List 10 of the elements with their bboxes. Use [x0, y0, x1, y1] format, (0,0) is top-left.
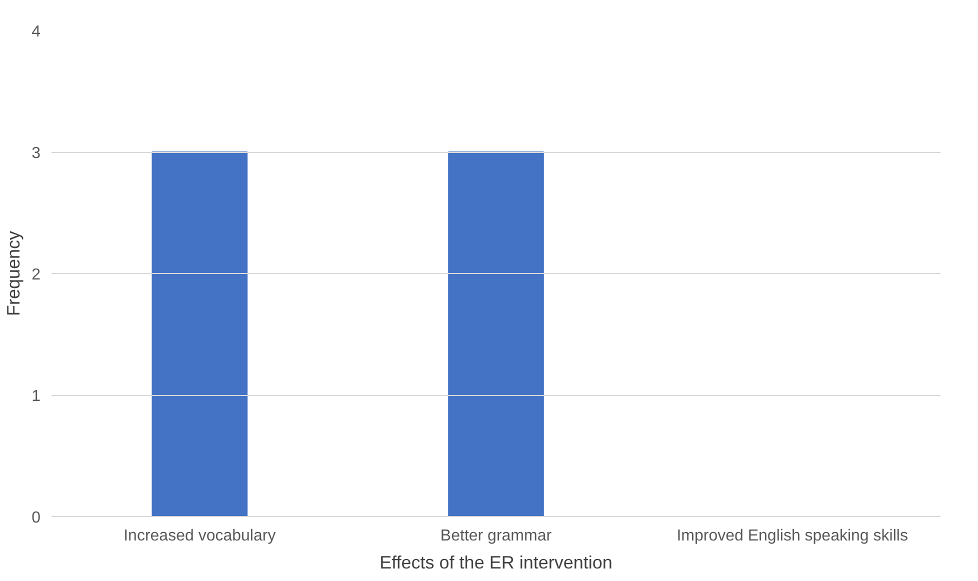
y-tick-label: 0 — [32, 510, 41, 526]
y-tick-label: 4 — [32, 24, 41, 40]
y-axis-title: Frequency — [4, 230, 24, 316]
x-tick-label: Better grammar — [440, 528, 552, 544]
x-axis-title: Effects of the ER intervention — [380, 552, 612, 572]
x-tick-label: Improved English speaking skills — [676, 528, 908, 544]
x-tick-label: Increased vocabulary — [124, 528, 276, 544]
y-tick-label: 1 — [32, 388, 41, 405]
y-tick-label: 3 — [32, 145, 41, 162]
y-tick-label: 2 — [32, 266, 41, 284]
